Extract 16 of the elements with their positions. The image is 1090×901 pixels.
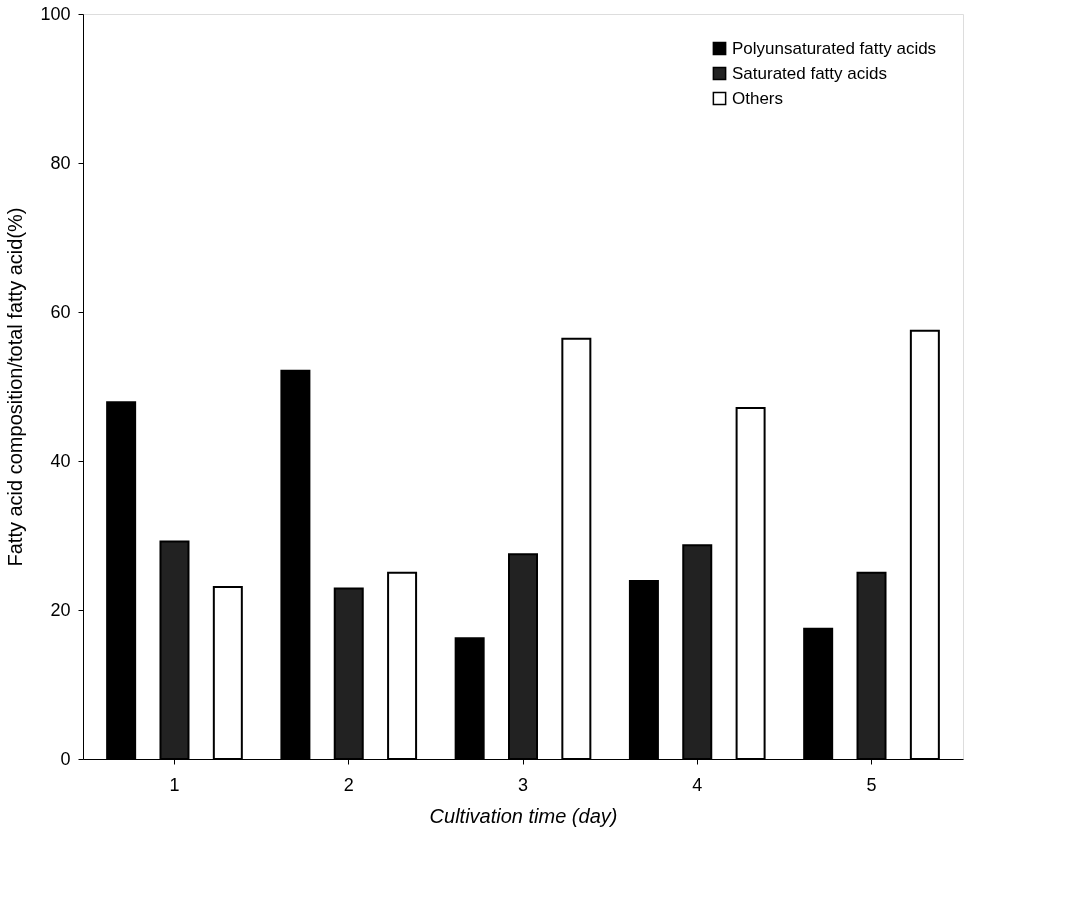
- x-tick-label: 3: [517, 774, 529, 795]
- y-tick-label: 80: [50, 152, 71, 173]
- legend-label: Others: [732, 88, 784, 108]
- y-tick-label: 40: [50, 450, 71, 471]
- x-tick-label: 5: [866, 774, 877, 795]
- x-tick-label: 1: [169, 774, 180, 795]
- y-tick-label: 60: [50, 301, 71, 322]
- y-axis-title: Fatty acid composition/total fatty acid(%): [4, 207, 27, 567]
- legend-label: Polyunsaturated fatty acids: [732, 38, 937, 58]
- y-tick-label: 20: [50, 599, 71, 620]
- legend-label: Saturated fatty acids: [732, 63, 887, 83]
- x-tick-label: 2: [343, 774, 354, 795]
- x-tick-label: 4: [692, 774, 703, 795]
- x-axis-title: Cultivation time (day): [429, 804, 618, 827]
- y-tick-label: 100: [40, 3, 71, 24]
- y-tick-label: 0: [60, 748, 71, 769]
